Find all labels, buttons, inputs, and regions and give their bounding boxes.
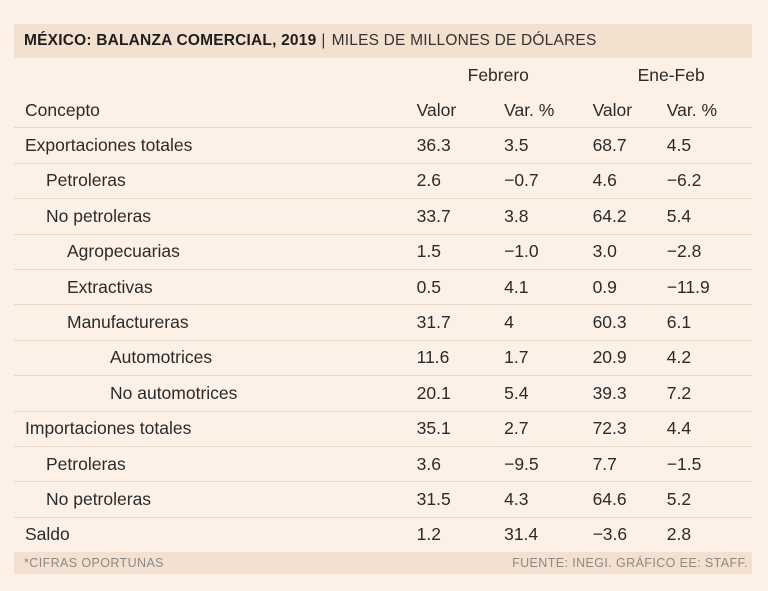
chart-footer: *CIFRAS OPORTUNAS FUENTE: INEGI. GRÁFICO…	[14, 552, 752, 574]
chart-title: MÉXICO: BALANZA COMERCIAL, 2019	[24, 32, 317, 49]
ene-feb-valor-cell: 3.0	[581, 234, 667, 270]
feb-valor-cell: 20.1	[404, 375, 494, 412]
feb-var-cell: −1.0	[493, 234, 582, 270]
feb-valor-cell: 1.2	[416, 524, 441, 545]
feb-var-cell: 3.5	[493, 127, 582, 164]
col-header-concepto: Concepto	[14, 93, 405, 129]
table-row: Agropecuarias 1.5 −1.0 3.0 −2.8	[14, 234, 752, 270]
group-label-ene-feb: Ene-Feb	[637, 64, 705, 85]
ene-feb-var-cell: 5.4	[666, 198, 752, 235]
table-row: No petroleras 31.5 4.3 64.6 5.2	[14, 481, 752, 518]
table-row: Extractivas 0.5 4.1 0.9 −11.9	[14, 269, 752, 306]
feb-valor-cell: 3.6	[404, 446, 494, 483]
ene-feb-var-cell: 2.8	[666, 524, 692, 545]
feb-valor-cell: 0.5	[404, 269, 494, 306]
ene-feb-var-cell: 7.2	[666, 375, 752, 412]
feb-var-cell: 4	[493, 304, 582, 341]
row-label: No automotrices	[14, 375, 405, 412]
feb-valor-cell: 35.1	[404, 411, 494, 447]
row-label: Extractivas	[14, 269, 405, 306]
row-label: Petroleras	[14, 163, 405, 200]
ene-feb-valor-cell: 68.7	[581, 127, 667, 164]
row-label: Agropecuarias	[14, 234, 405, 270]
footnote: *CIFRAS OPORTUNAS	[24, 556, 164, 570]
group-header-spacer	[14, 57, 405, 93]
col-header-ene-var: Var. %	[666, 93, 752, 129]
table-row: No automotrices 20.1 5.4 39.3 7.2	[14, 375, 752, 412]
ene-feb-valor-cell: 7.7	[581, 446, 667, 483]
row-label: No petroleras	[14, 481, 405, 518]
row-label: Manufactureras	[14, 304, 405, 341]
table-row: Exportaciones totales 36.3 3.5 68.7 4.5	[14, 127, 752, 164]
col-header-feb-valor: Valor	[404, 93, 494, 129]
ene-feb-valor-cell: 0.9	[581, 269, 667, 306]
feb-valor-cell: 36.3	[404, 127, 494, 164]
feb-var-cell: 31.4	[504, 524, 539, 545]
trade-balance-table: Febrero Ene-Feb Concepto Valor Var. % Va…	[14, 57, 752, 552]
group-header-febrero: Febrero	[405, 57, 582, 93]
table-row: Saldo 1.2 31.4 −3.6 2.8	[14, 517, 752, 552]
ene-feb-var-cell: −1.5	[666, 446, 752, 483]
feb-var-cell: −9.5	[493, 446, 582, 483]
ene-feb-var-cell: 5.2	[666, 481, 752, 518]
feb-valor-cell: 31.5	[404, 481, 494, 518]
row-label: Automotrices	[14, 340, 405, 377]
ene-feb-var-cell: 4.4	[666, 411, 752, 447]
row-label: Saldo	[25, 524, 70, 545]
table-row: Importaciones totales 35.1 2.7 72.3 4.4	[14, 411, 752, 447]
ene-feb-var-cell: −11.9	[666, 269, 752, 306]
column-group-header-row: Febrero Ene-Feb	[14, 57, 752, 93]
table-row: No petroleras 33.7 3.8 64.2 5.4	[14, 198, 752, 235]
row-label: Importaciones totales	[14, 411, 405, 447]
source-credit: FUENTE: INEGI. GRÁFICO EE: STAFF.	[512, 556, 748, 570]
table-row: Petroleras 3.6 −9.5 7.7 −1.5	[14, 446, 752, 483]
feb-var-cell: 5.4	[493, 375, 582, 412]
table-row: Automotrices 11.6 1.7 20.9 4.2	[14, 340, 752, 377]
feb-var-cell: 3.8	[493, 198, 582, 235]
ene-feb-valor-cell: 39.3	[581, 375, 667, 412]
feb-var-cell: 4.1	[493, 269, 582, 306]
ene-feb-valor-cell: 64.2	[581, 198, 667, 235]
row-label: Petroleras	[14, 446, 405, 483]
ene-feb-valor-cell: 20.9	[581, 340, 667, 377]
title-separator: |	[321, 32, 326, 49]
table-row: Petroleras 2.6 −0.7 4.6 −6.2	[14, 163, 752, 200]
group-label-febrero: Febrero	[467, 64, 529, 85]
col-header-feb-var: Var. %	[493, 93, 582, 129]
feb-valor-cell: 2.6	[404, 163, 494, 200]
ene-feb-valor-cell: 72.3	[581, 411, 667, 447]
ene-feb-valor-cell: 64.6	[581, 481, 667, 518]
ene-feb-valor-cell: −3.6	[592, 524, 628, 545]
ene-feb-valor-cell: 60.3	[581, 304, 667, 341]
table-row: Manufactureras 31.7 4 60.3 6.1	[14, 304, 752, 341]
row-label: No petroleras	[14, 198, 405, 235]
feb-var-cell: 1.7	[493, 340, 582, 377]
row-label: Exportaciones totales	[14, 127, 405, 164]
column-header-row: Concepto Valor Var. % Valor Var. %	[14, 93, 752, 129]
ene-feb-valor-cell: 4.6	[581, 163, 667, 200]
feb-var-cell: 4.3	[493, 481, 582, 518]
group-header-ene-feb: Ene-Feb	[582, 57, 752, 93]
ene-feb-var-cell: 4.2	[666, 340, 752, 377]
chart-subtitle: MILES DE MILLONES DE DÓLARES	[331, 32, 597, 49]
ene-feb-var-cell: −2.8	[666, 234, 752, 270]
feb-var-cell: −0.7	[493, 163, 582, 200]
ene-feb-var-cell: 6.1	[666, 304, 752, 341]
feb-valor-cell: 1.5	[404, 234, 494, 270]
ene-feb-var-cell: 4.5	[666, 127, 752, 164]
ene-feb-var-cell: −6.2	[666, 163, 752, 200]
feb-valor-cell: 33.7	[404, 198, 494, 235]
chart-title-bar: MÉXICO: BALANZA COMERCIAL, 2019 | MILES …	[14, 24, 752, 58]
feb-var-cell: 2.7	[493, 411, 582, 447]
feb-valor-cell: 11.6	[404, 340, 494, 377]
feb-valor-cell: 31.7	[404, 304, 494, 341]
col-header-ene-valor: Valor	[581, 93, 667, 129]
table-body: Febrero Ene-Feb Concepto Valor Var. % Va…	[14, 57, 752, 552]
